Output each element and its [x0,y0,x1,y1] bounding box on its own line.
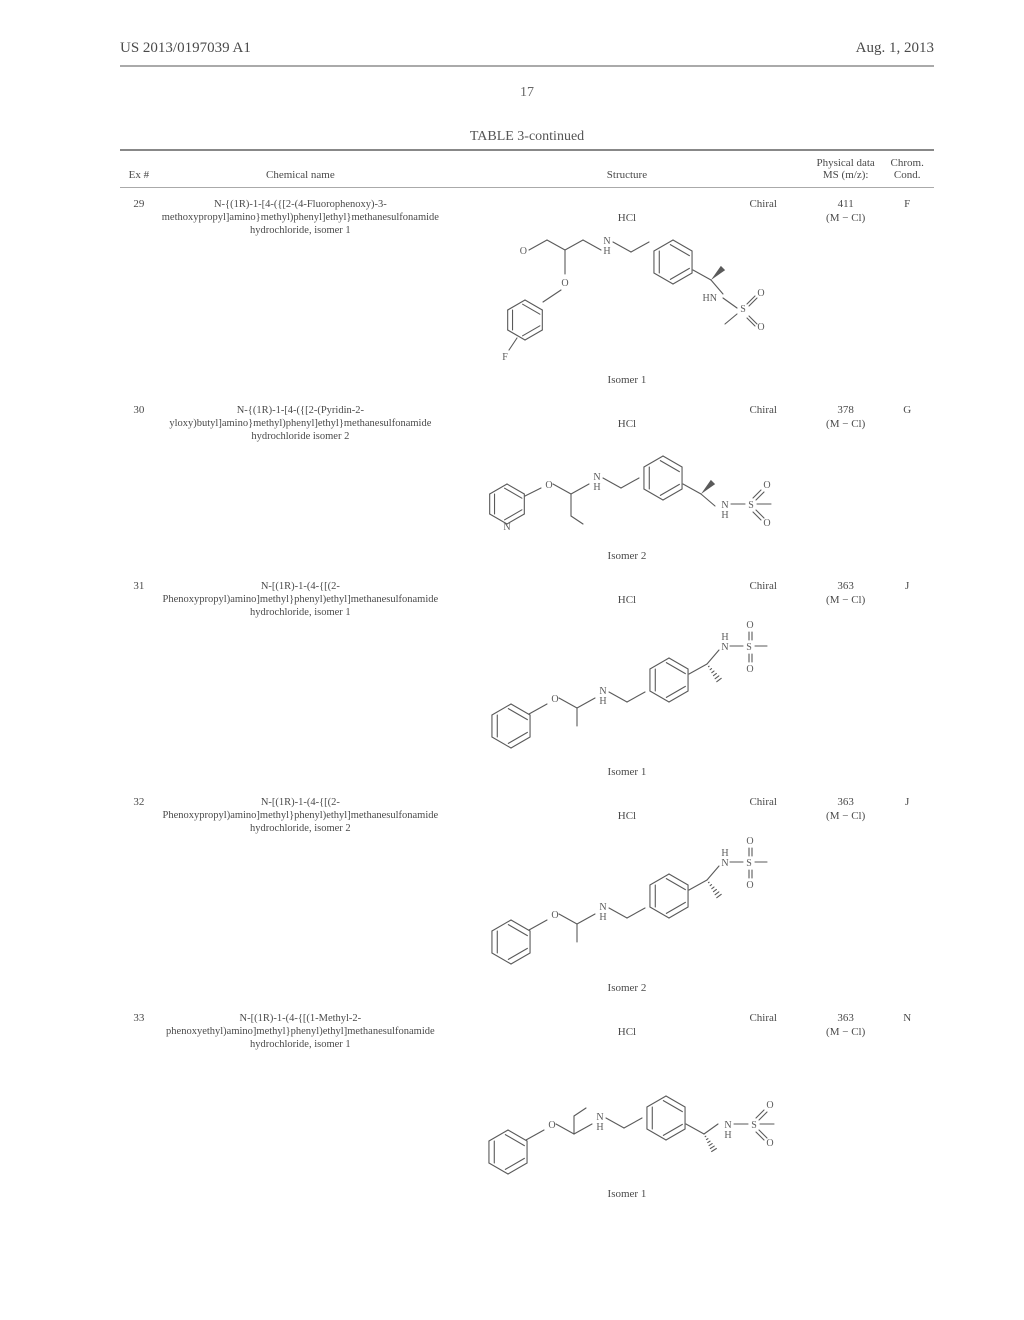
cell-ms: 411 (M − Cl) [811,188,880,394]
table-row: 33N-[(1R)-1-(4-{[(1-Methyl-2-phenoxyethy… [120,1002,934,1208]
cell-chrom-cond: G [880,394,934,570]
structure-diagram: ONHHNSOO [457,600,797,760]
cell-chemical-name: N-{(1R)-1-[4-({[2-(Pyridin-2-yloxy)butyl… [158,394,443,570]
svg-text:O: O [763,480,770,491]
col-name: Chemical name [158,151,443,187]
header-bar: US 2013/0197039 A1 Aug. 1, 2013 [120,40,934,57]
svg-text:O: O [561,278,568,289]
svg-text:HN: HN [703,293,717,304]
cell-structure: ChiralHCl ONHOFHNSOOIsomer 1 [443,188,811,394]
svg-text:O: O [551,910,558,921]
svg-text:O: O [746,620,753,631]
svg-text:F: F [502,352,508,363]
cell-chemical-name: N-{(1R)-1-[4-({[2-(4-Fluorophenoxy)-3-me… [158,188,443,394]
svg-text:H: H [596,1122,603,1133]
cell-chrom-cond: F [880,188,934,394]
table-row: 30N-{(1R)-1-[4-({[2-(Pyridin-2-yloxy)but… [120,394,934,570]
svg-text:N: N [721,858,728,869]
isomer-label: Isomer 1 [608,766,647,778]
svg-text:O: O [757,322,764,333]
svg-text:H: H [599,912,606,923]
isomer-label: Isomer 1 [608,374,647,386]
structure-diagram: ONHOFHNSOO [447,218,807,368]
svg-text:O: O [746,664,753,675]
svg-text:O: O [763,518,770,529]
col-ms: Physical data MS (m/z): [811,151,880,187]
cell-structure: ChiralHCl ONHNHSOOIsomer 1 [443,1002,811,1208]
table-row: 31N-[(1R)-1-(4-{[(2-Phenoxypropyl)amino]… [120,570,934,786]
svg-text:N: N [503,522,510,533]
cell-ex: 29 [120,188,158,394]
isomer-label: Isomer 2 [608,550,647,562]
cell-chrom-cond: N [880,1002,934,1208]
structure-diagram: ONHHNSOO [457,816,797,976]
svg-text:S: S [740,304,746,315]
svg-text:O: O [766,1100,773,1111]
cell-structure: ChiralHCl ONHHNSOOIsomer 1 [443,570,811,786]
svg-text:S: S [748,500,754,511]
cell-chrom-cond: J [880,786,934,1002]
cell-ex: 31 [120,570,158,786]
svg-text:O: O [746,880,753,891]
cell-ms: 363 (M − Cl) [811,1002,880,1208]
chem-table: Ex # Chemical name Structure Physical da… [120,151,934,1208]
svg-text:H: H [599,696,606,707]
isomer-label: Isomer 1 [608,1188,647,1200]
table-title: TABLE 3-continued [120,129,934,145]
svg-text:S: S [746,642,752,653]
structure-diagram: NONHNHSOO [457,424,797,544]
col-cond: Chrom. Cond. [880,151,934,187]
cell-ms: 363 (M − Cl) [811,786,880,1002]
svg-text:O: O [746,836,753,847]
cell-chemical-name: N-[(1R)-1-(4-{[(1-Methyl-2-phenoxyethyl)… [158,1002,443,1208]
cell-ex: 30 [120,394,158,570]
svg-text:O: O [548,1120,555,1131]
svg-text:N: N [721,642,728,653]
cell-ms: 378 (M − Cl) [811,394,880,570]
cell-chrom-cond: J [880,570,934,786]
header-rule [120,65,934,67]
chiral-label: Chiral [749,1012,777,1024]
svg-text:O: O [766,1138,773,1149]
col-ex: Ex # [120,151,158,187]
svg-text:O: O [757,288,764,299]
svg-text:H: H [593,482,600,493]
table-head: Ex # Chemical name Structure Physical da… [120,151,934,187]
page: US 2013/0197039 A1 Aug. 1, 2013 17 TABLE… [0,0,1024,1320]
table-body: 29N-{(1R)-1-[4-({[2-(4-Fluorophenoxy)-3-… [120,187,934,1208]
patent-number: US 2013/0197039 A1 [120,40,251,57]
chiral-label: Chiral [749,796,777,808]
page-number: 17 [120,85,934,101]
svg-text:O: O [545,480,552,491]
col-struct: Structure [443,151,811,187]
chiral-label: Chiral [749,198,777,210]
chiral-label: Chiral [749,404,777,416]
svg-text:O: O [520,246,527,257]
table-row: 32N-[(1R)-1-(4-{[(2-Phenoxypropyl)amino]… [120,786,934,1002]
cell-chemical-name: N-[(1R)-1-(4-{[(2-Phenoxypropyl)amino]me… [158,786,443,1002]
svg-text:H: H [721,510,728,521]
cell-ex: 33 [120,1002,158,1208]
svg-text:H: H [724,1130,731,1141]
structure-diagram: ONHNHSOO [452,1032,802,1182]
cell-structure: ChiralHCl NONHNHSOOIsomer 2 [443,394,811,570]
cell-ex: 32 [120,786,158,1002]
patent-date: Aug. 1, 2013 [856,40,934,57]
svg-text:S: S [746,858,752,869]
cell-ms: 363 (M − Cl) [811,570,880,786]
svg-text:O: O [551,694,558,705]
cell-chemical-name: N-[(1R)-1-(4-{[(2-Phenoxypropyl)amino]me… [158,570,443,786]
isomer-label: Isomer 2 [608,982,647,994]
svg-text:S: S [751,1120,757,1131]
table-row: 29N-{(1R)-1-[4-({[2-(4-Fluorophenoxy)-3-… [120,188,934,394]
svg-text:H: H [603,246,610,257]
cell-structure: ChiralHCl ONHHNSOOIsomer 2 [443,786,811,1002]
chiral-label: Chiral [749,580,777,592]
